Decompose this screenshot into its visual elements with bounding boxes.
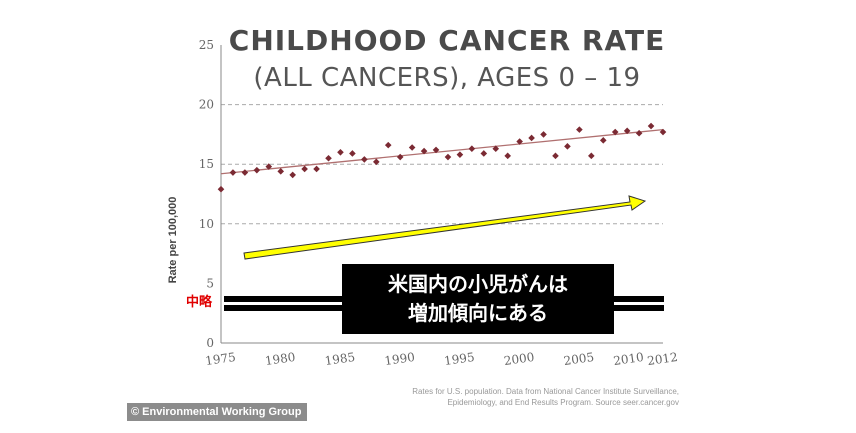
data-point <box>564 143 571 150</box>
data-point <box>659 128 667 136</box>
source-line-1: Rates for U.S. population. Data from Nat… <box>412 387 679 396</box>
axes <box>220 45 663 344</box>
data-point <box>540 131 547 138</box>
data-point <box>420 147 428 155</box>
data-point <box>301 165 308 173</box>
data-point <box>588 152 595 160</box>
data-point <box>444 153 452 161</box>
data-point <box>313 165 320 173</box>
data-point <box>492 145 500 153</box>
y-tick-label: 15 <box>199 157 214 171</box>
x-tick-label: 1985 <box>324 350 356 368</box>
data-point <box>635 129 643 137</box>
data-point <box>576 126 583 133</box>
y-tick-label: 20 <box>199 98 214 112</box>
data-point <box>289 171 296 179</box>
data-point <box>241 169 249 176</box>
data-point <box>277 168 285 175</box>
data-point <box>217 185 225 193</box>
callout-line-1: 米国内の小児がんは <box>388 272 568 296</box>
x-tick-label: 2000 <box>503 350 535 368</box>
callout-line-2: 増加傾向にある <box>408 301 548 325</box>
axis-break-label: 中略 <box>186 294 213 310</box>
x-tick-label: 1975 <box>204 350 236 368</box>
x-tick-label: 2012 <box>646 350 678 368</box>
trend-line <box>220 128 664 175</box>
y-tick-label: 25 <box>199 38 214 52</box>
trendline <box>220 128 664 175</box>
data-point <box>611 128 619 136</box>
y-tick-labels: 0 5 10 15 20 25 <box>199 38 214 350</box>
data-point <box>599 137 607 144</box>
data-point <box>468 145 476 153</box>
data-point <box>623 127 631 135</box>
data-point <box>480 150 488 157</box>
copyright-badge: © Environmental Working Group <box>127 403 308 421</box>
data-points <box>217 122 667 193</box>
data-point <box>516 138 523 145</box>
data-point <box>432 146 440 154</box>
data-point <box>337 148 344 156</box>
data-point <box>384 141 392 149</box>
data-point <box>528 134 535 142</box>
callout-box <box>342 264 614 334</box>
gridlines <box>221 104 663 225</box>
y-tick-label: 5 <box>206 276 214 290</box>
x-tick-label: 1995 <box>443 350 475 368</box>
data-point <box>456 151 464 158</box>
data-point <box>349 150 356 157</box>
data-point <box>552 152 559 160</box>
x-tick-labels: 1975 1980 1985 1990 1995 2000 2005 2010 2012 <box>204 350 678 368</box>
chart-title: CHILDHOOD CANCER RATE <box>229 24 665 57</box>
x-tick-label: 2005 <box>563 350 595 368</box>
data-point <box>408 144 416 151</box>
x-tick-label: 1980 <box>264 350 296 368</box>
data-point <box>504 152 512 160</box>
x-tick-label: 2010 <box>612 350 644 368</box>
y-axis-label: Rate per 100,000 <box>167 197 179 284</box>
data-point <box>396 153 404 161</box>
x-tick-label: 1990 <box>384 350 416 368</box>
source-line-2: Epidemiology, and End Results Program. S… <box>447 398 679 407</box>
data-point <box>253 166 261 174</box>
trend-arrow <box>243 195 647 260</box>
data-point <box>229 169 237 176</box>
y-tick-label: 0 <box>206 336 214 350</box>
chart-subtitle: (ALL CANCERS), AGES 0 – 19 <box>253 63 640 93</box>
data-point <box>265 163 273 170</box>
y-tick-label: 10 <box>199 217 214 231</box>
data-point <box>647 122 655 130</box>
data-point <box>361 156 368 163</box>
data-point <box>372 158 380 166</box>
data-point <box>325 154 332 162</box>
